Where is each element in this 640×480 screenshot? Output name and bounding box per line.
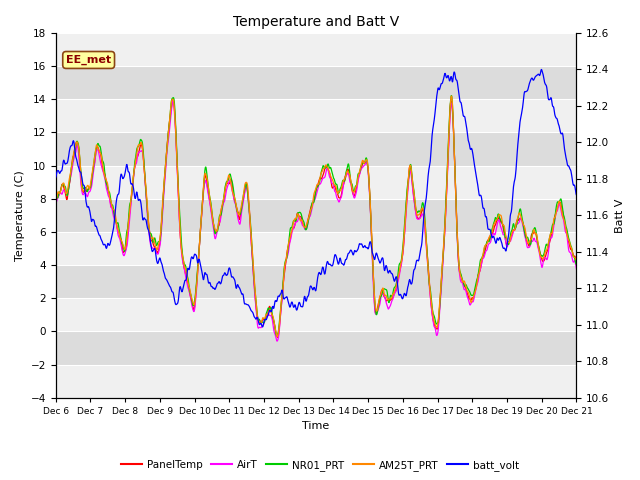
Bar [56,332,577,365]
Y-axis label: Temperature (C): Temperature (C) [15,170,25,261]
Text: EE_met: EE_met [66,55,111,65]
Legend: PanelTemp, AirT, NR01_PRT, AM25T_PRT, batt_volt: PanelTemp, AirT, NR01_PRT, AM25T_PRT, ba… [117,456,523,475]
Bar [56,298,577,332]
Bar [56,33,577,66]
Y-axis label: Batt V: Batt V [615,198,625,233]
Bar [56,166,577,199]
Bar [56,232,577,265]
Bar [56,365,577,398]
Bar [56,132,577,166]
Bar [56,99,577,132]
Bar [56,66,577,99]
Title: Temperature and Batt V: Temperature and Batt V [233,15,399,29]
X-axis label: Time: Time [303,421,330,432]
Bar [56,265,577,298]
Bar [56,199,577,232]
